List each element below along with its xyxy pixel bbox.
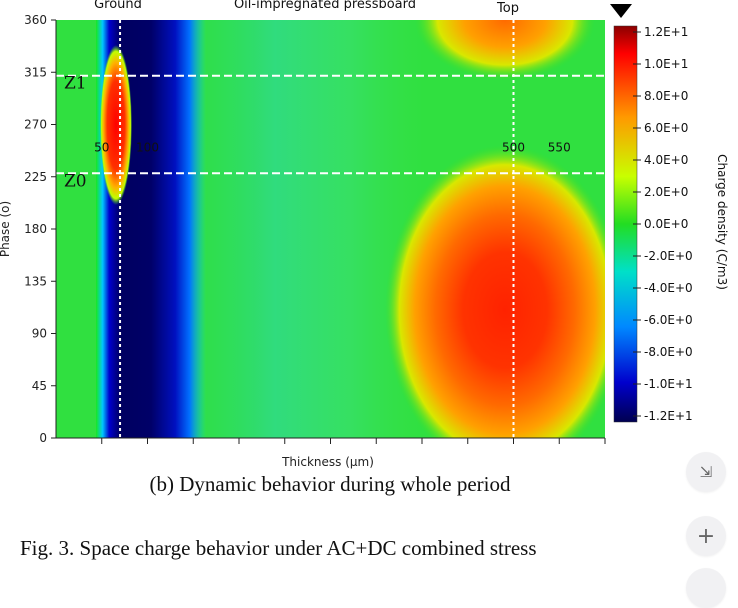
subcaption: (b) Dynamic behavior during whole period — [149, 472, 511, 496]
top-label-ground: Ground — [94, 0, 142, 12]
positive-charge-peak-ground — [100, 45, 132, 205]
zone-label: Z1 — [64, 74, 87, 94]
figure-caption: Fig. 3. Space charge behavior under AC+D… — [20, 536, 537, 560]
colorbar-tick-label: 1.0E+1 — [644, 57, 688, 71]
colorbar-tick-label: 6.0E+0 — [644, 121, 688, 135]
x-axis-label: Thickness (μm) — [281, 455, 374, 469]
collapse-button[interactable]: ⇲ — [686, 452, 726, 492]
annotations: 50 100 500 550 — [94, 141, 571, 155]
y-tick-label: 180 — [24, 222, 47, 236]
top-label-pressboard: Oil-impregnated pressboard — [234, 0, 416, 12]
positive-charge-region-top-right — [415, 20, 595, 80]
colorbar-tick-label: 2.0E+0 — [644, 185, 688, 199]
y-tick-label: 45 — [32, 379, 47, 393]
y-tick-label: 135 — [24, 274, 47, 288]
heatmap — [56, 20, 605, 438]
zone-labels: Z1 Z0 — [64, 74, 87, 192]
zone-label: Z0 — [64, 171, 87, 191]
zoom-in-button[interactable]: + — [686, 516, 726, 556]
y-axis-label: Phase (o) — [0, 201, 12, 257]
colorbar-tick-label: -6.0E+0 — [644, 313, 693, 327]
more-button[interactable] — [686, 568, 726, 608]
pressboard-cyan-region — [175, 20, 425, 438]
y-tick-label: 0 — [39, 431, 47, 445]
colorbar-tick-label: -4.0E+0 — [644, 281, 693, 295]
annotation-label: 100 — [136, 141, 159, 155]
y-tick-label: 270 — [24, 118, 47, 132]
y-tick-label: 360 — [24, 13, 47, 27]
colorbar-tick-label: -2.0E+0 — [644, 249, 693, 263]
positive-charge-peak-top — [385, 145, 605, 438]
colorbar-tick-label: -1.0E+1 — [644, 377, 693, 391]
figure: 0 45 90 135 180 225 270 315 360 Ground Oil-impre… — [0, 0, 729, 469]
colorbar-tick-label: 8.0E+0 — [644, 89, 688, 103]
colorbar-tick-label: 4.0E+0 — [644, 153, 688, 167]
colorbar-label: Charge density (C/m3) — [715, 154, 729, 290]
y-tick-label: 315 — [24, 65, 47, 79]
colorbar-arrow-icon — [610, 4, 632, 18]
colorbar: 1.2E+1 1.0E+1 8.0E+0 6.0E+0 4.0E+0 2.0E+0 0.0E… — [610, 4, 729, 423]
plus-icon: + — [696, 523, 716, 549]
annotation-label: 550 — [548, 141, 571, 155]
colorbar-tick-label: 1.2E+1 — [644, 25, 688, 39]
top-label-top: Top — [496, 1, 519, 16]
annotation-label: 50 — [94, 141, 109, 155]
axes: 0 45 90 135 180 225 270 315 360 — [24, 13, 606, 445]
collapse-icon: ⇲ — [699, 463, 713, 481]
colorbar-tick-label: -8.0E+0 — [644, 345, 693, 359]
colorbar-tick-label: -1.2E+1 — [644, 409, 693, 423]
y-tick-label: 90 — [32, 327, 47, 341]
annotation-label: 500 — [502, 141, 525, 155]
colorbar-tick-label: 0.0E+0 — [644, 217, 688, 231]
y-tick-label: 225 — [24, 170, 47, 184]
